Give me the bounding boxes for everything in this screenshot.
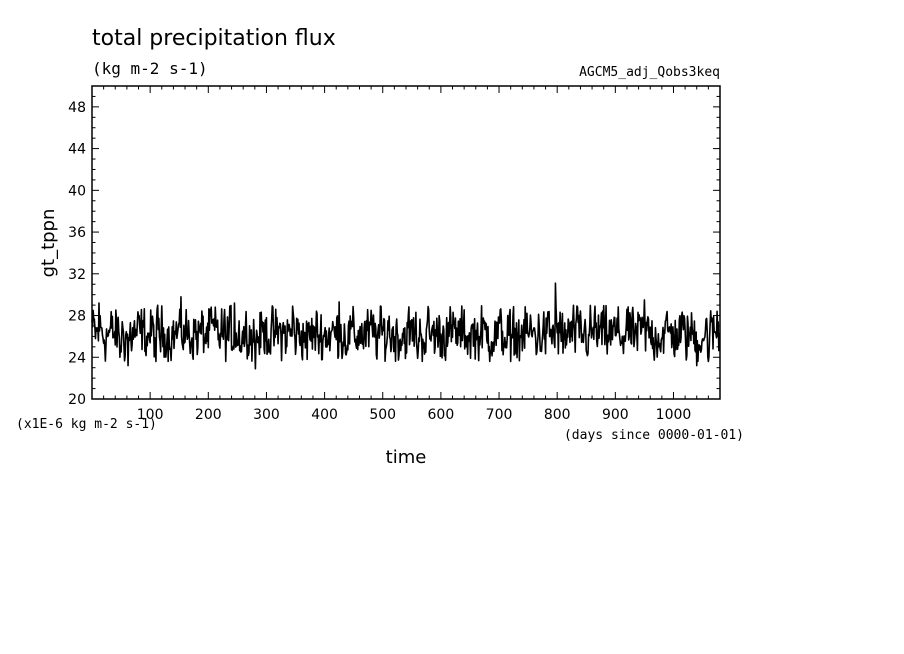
- y-axis-ticks: 20 24 28 32 36 40 44 48: [68, 85, 720, 408]
- y-tick-label: 40: [68, 183, 86, 199]
- y-axis-label: gt_tppn: [38, 209, 59, 278]
- y-tick-label: 28: [68, 309, 86, 325]
- dataset-label: AGCM5_adj_Qobs3keq: [579, 65, 720, 80]
- x-tick-label: 600: [428, 407, 455, 423]
- series-line: [91, 282, 721, 370]
- y-tick-label: 32: [68, 267, 86, 283]
- x-tick-label: 700: [486, 407, 513, 423]
- y-axis-units: (x1E-6 kg m-2 s-1): [16, 417, 157, 432]
- x-axis-ticks: 100 200 300 400 500 600 700 800 900 1000: [91, 86, 721, 423]
- y-tick-label: 20: [68, 392, 86, 408]
- y-tick-label: 24: [68, 350, 86, 366]
- x-tick-label: 900: [602, 407, 629, 423]
- x-axis-units: (days since 0000-01-01): [564, 428, 744, 443]
- x-tick-label: 200: [195, 407, 222, 423]
- x-tick-label: 100: [137, 407, 164, 423]
- y-tick-label: 36: [68, 225, 86, 241]
- y-tick-label: 48: [68, 100, 86, 116]
- x-tick-label: 1000: [656, 407, 692, 423]
- x-tick-label: 400: [311, 407, 338, 423]
- chart-title-units: (kg m-2 s-1): [92, 59, 208, 78]
- x-tick-label: 500: [369, 407, 396, 423]
- chart-title: total precipitation flux: [92, 26, 336, 51]
- x-tick-label: 800: [544, 407, 571, 423]
- x-tick-label: 300: [253, 407, 280, 423]
- x-axis-label: time: [386, 447, 427, 468]
- y-tick-label: 44: [68, 142, 86, 158]
